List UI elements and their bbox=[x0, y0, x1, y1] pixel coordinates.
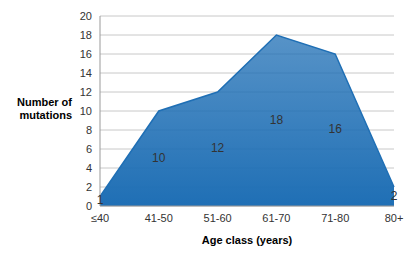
svg-text:14: 14 bbox=[80, 67, 92, 79]
svg-text:Age class (years): Age class (years) bbox=[202, 234, 293, 246]
svg-text:6: 6 bbox=[86, 143, 92, 155]
svg-text:2: 2 bbox=[391, 189, 398, 203]
svg-text:1: 1 bbox=[97, 193, 104, 207]
svg-text:51-60: 51-60 bbox=[204, 212, 232, 224]
svg-text:4: 4 bbox=[86, 162, 92, 174]
svg-text:18: 18 bbox=[270, 113, 284, 127]
svg-text:41-50: 41-50 bbox=[145, 212, 173, 224]
svg-text:61-70: 61-70 bbox=[262, 212, 290, 224]
svg-text:10: 10 bbox=[80, 105, 92, 117]
svg-text:20: 20 bbox=[80, 10, 92, 22]
svg-text:71-80: 71-80 bbox=[321, 212, 349, 224]
html-text:Number of mutations: Number of mutations bbox=[17, 96, 72, 121]
svg-text:2: 2 bbox=[86, 181, 92, 193]
svg-text:80+: 80+ bbox=[385, 212, 404, 224]
svg-text:10: 10 bbox=[152, 151, 166, 165]
svg-text:0: 0 bbox=[86, 200, 92, 212]
svg-text:12: 12 bbox=[211, 141, 225, 155]
svg-text:16: 16 bbox=[329, 122, 343, 136]
svg-text:≤40: ≤40 bbox=[91, 212, 109, 224]
svg-text:8: 8 bbox=[86, 124, 92, 136]
svg-text:16: 16 bbox=[80, 48, 92, 60]
svg-text:18: 18 bbox=[80, 29, 92, 41]
svg-text:12: 12 bbox=[80, 86, 92, 98]
